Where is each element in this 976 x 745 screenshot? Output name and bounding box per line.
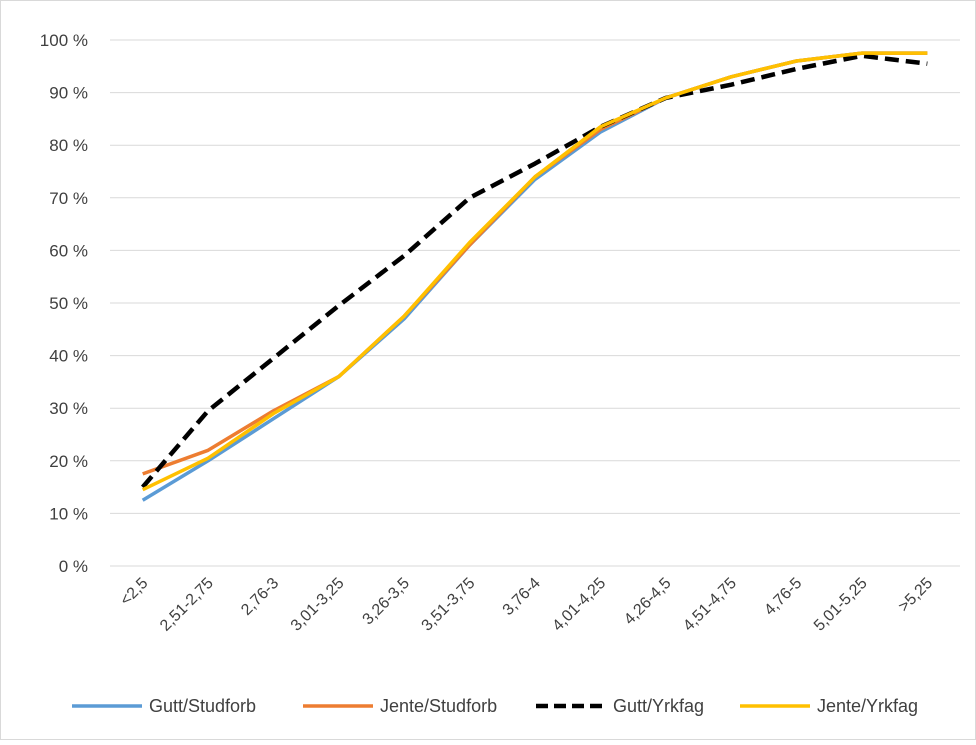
y-tick-label: 30 % bbox=[49, 399, 88, 418]
legend-label: Jente/Studforb bbox=[380, 696, 497, 716]
y-tick-label: 20 % bbox=[49, 452, 88, 471]
y-tick-label: 0 % bbox=[59, 557, 88, 576]
y-tick-label: 60 % bbox=[49, 241, 88, 260]
y-tick-label: 70 % bbox=[49, 189, 88, 208]
legend-label: Jente/Yrkfag bbox=[817, 696, 918, 716]
legend-label: Gutt/Studforb bbox=[149, 696, 256, 716]
y-tick-label: 40 % bbox=[49, 347, 88, 366]
y-tick-label: 90 % bbox=[49, 84, 88, 103]
y-tick-label: 100 % bbox=[40, 31, 88, 50]
y-tick-label: 80 % bbox=[49, 136, 88, 155]
legend-label: Gutt/Yrkfag bbox=[613, 696, 704, 716]
y-tick-label: 50 % bbox=[49, 294, 88, 313]
y-tick-label: 10 % bbox=[49, 504, 88, 523]
